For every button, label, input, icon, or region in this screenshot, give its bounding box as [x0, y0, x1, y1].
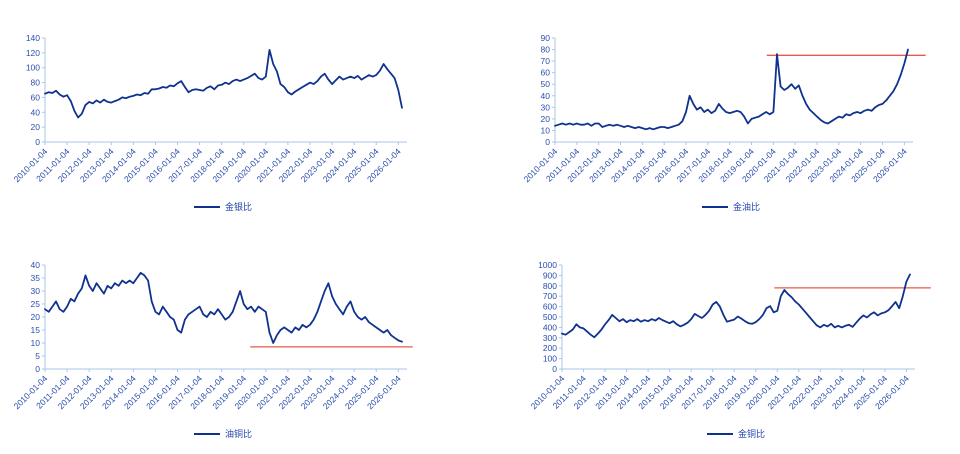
y-axis-tick-label: 0: [552, 364, 557, 374]
chart-legend: 油铜比: [0, 429, 463, 439]
y-axis-tick-label: 10: [541, 125, 551, 135]
y-axis-tick-label: 15: [31, 325, 41, 335]
chart-legend: 金银比: [0, 202, 463, 212]
chart-canvas-oil-copper: 05101520253035402010-01-042011-01-042012…: [12, 260, 413, 411]
y-axis-tick-label: 400: [543, 322, 557, 332]
y-axis-tick-label: 200: [543, 343, 557, 353]
y-axis-tick-label: 0: [35, 364, 40, 374]
chart-gold-silver-ratio: 0 20 40 60 80 100 120 140 2010-01-04 2011-01-04 20…: [0, 0, 480, 227]
series-line: [44, 271, 403, 344]
legend-line-swatch: [706, 433, 733, 435]
y-axis-tick-label: 60: [541, 68, 551, 78]
y-axis-tick-label: 60: [31, 92, 41, 102]
chart-canvas-gold-oil: 01020304050607080902010-01-042011-01-042…: [522, 33, 926, 184]
y-axis-tick-label: 1000: [538, 260, 557, 270]
y-axis-tick-label: 40: [31, 260, 41, 270]
chart-oil-copper-ratio: 0 5 10 15 20 25 30 35 40 2010-01-04 2011-01-04 2012…: [0, 227, 480, 454]
series-line: [44, 49, 403, 119]
legend-label: 金油比: [732, 202, 760, 212]
chart-canvas-gold-copper: 010020030040050060070080090010002010-01-…: [529, 260, 931, 411]
y-axis-tick-label: 0: [545, 137, 550, 147]
y-axis-tick-label: 40: [541, 91, 551, 101]
chart-legend: 金铜比: [496, 429, 960, 439]
legend-line-swatch: [193, 433, 220, 435]
chart-canvas-gold-silver: 0204060801001201402010-01-042011-01-0420…: [12, 33, 407, 184]
y-axis-tick-label: 25: [31, 299, 41, 309]
series-line: [561, 273, 911, 339]
series-line: [554, 48, 909, 131]
y-axis-tick-label: 800: [543, 281, 557, 291]
legend-label: 油铜比: [224, 429, 252, 439]
legend-line-swatch: [701, 206, 728, 208]
y-axis-tick-label: 35: [31, 273, 41, 283]
y-axis-tick-label: 100: [26, 63, 40, 73]
legend-label: 金铜比: [737, 429, 765, 439]
y-axis-tick-label: 40: [31, 107, 41, 117]
y-axis-tick-label: 120: [26, 48, 40, 58]
chart-gold-copper-ratio: 0 100 200 300 400 500 600 700 800 900 1000 2010-01-…: [480, 227, 960, 454]
y-axis-tick-label: 300: [543, 333, 557, 343]
y-axis-tick-label: 600: [543, 302, 557, 312]
y-axis-tick-label: 20: [31, 312, 41, 322]
y-axis-tick-label: 140: [26, 33, 40, 43]
y-axis-tick-label: 500: [543, 312, 557, 322]
y-axis-tick-label: 5: [35, 351, 40, 361]
y-axis-tick-label: 70: [541, 56, 551, 66]
y-axis-tick-label: 10: [31, 338, 41, 348]
y-axis-tick-label: 700: [543, 291, 557, 301]
y-axis-tick-label: 900: [543, 270, 557, 280]
y-axis-tick-label: 80: [541, 45, 551, 55]
y-axis-tick-label: 30: [31, 286, 41, 296]
y-axis-tick-label: 80: [31, 78, 41, 88]
y-axis-tick-label: 20: [31, 122, 41, 132]
legend-line-swatch: [193, 206, 220, 208]
y-axis-tick-label: 100: [543, 354, 557, 364]
chart-gold-oil-ratio: 0 10 20 30 40 50 60 70 80 90 2010-01-04 2011-01-04 2…: [480, 0, 960, 227]
y-axis-tick-label: 90: [541, 33, 551, 43]
legend-label: 金银比: [224, 202, 252, 212]
y-axis-tick-label: 20: [541, 114, 551, 124]
chart-legend: 金油比: [491, 202, 960, 212]
y-axis-tick-label: 30: [541, 102, 551, 112]
y-axis-tick-label: 0: [35, 137, 40, 147]
y-axis-tick-label: 50: [541, 79, 551, 89]
